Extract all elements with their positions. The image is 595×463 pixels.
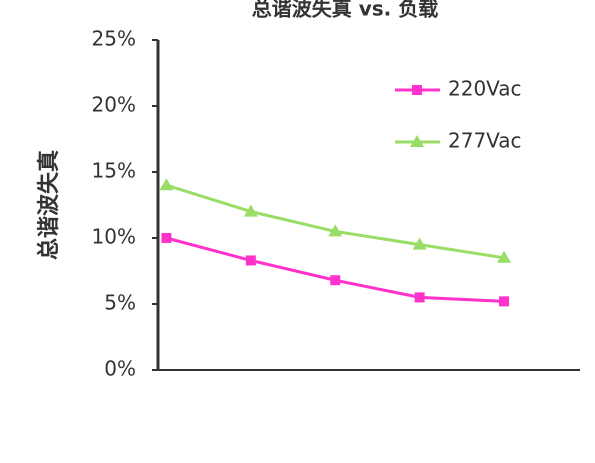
series-line — [166, 236, 505, 303]
y-tick-label: 25% — [92, 27, 136, 51]
marker — [245, 255, 256, 266]
marker — [159, 178, 174, 191]
marker — [412, 85, 422, 95]
marker — [161, 233, 172, 243]
marker — [243, 204, 258, 217]
chart-title: 总谐波失真 vs. 负载 — [252, 0, 438, 21]
marker — [412, 237, 427, 250]
y-tick-label: 5% — [104, 291, 136, 315]
marker — [330, 275, 341, 286]
y-tick-label: 20% — [92, 93, 136, 117]
y-tick-label: 10% — [92, 225, 136, 249]
marker — [499, 296, 510, 307]
marker — [414, 292, 425, 303]
y-tick-label: 15% — [92, 159, 136, 183]
y-axis-title: 总谐波失真 — [36, 150, 62, 260]
legend-label: 277Vac — [448, 129, 522, 153]
marker — [497, 250, 512, 263]
y-tick-label: 0% — [104, 357, 136, 381]
series-line — [165, 183, 505, 260]
marker — [410, 135, 424, 147]
legend-label: 220Vac — [448, 77, 522, 101]
marker — [328, 224, 343, 237]
